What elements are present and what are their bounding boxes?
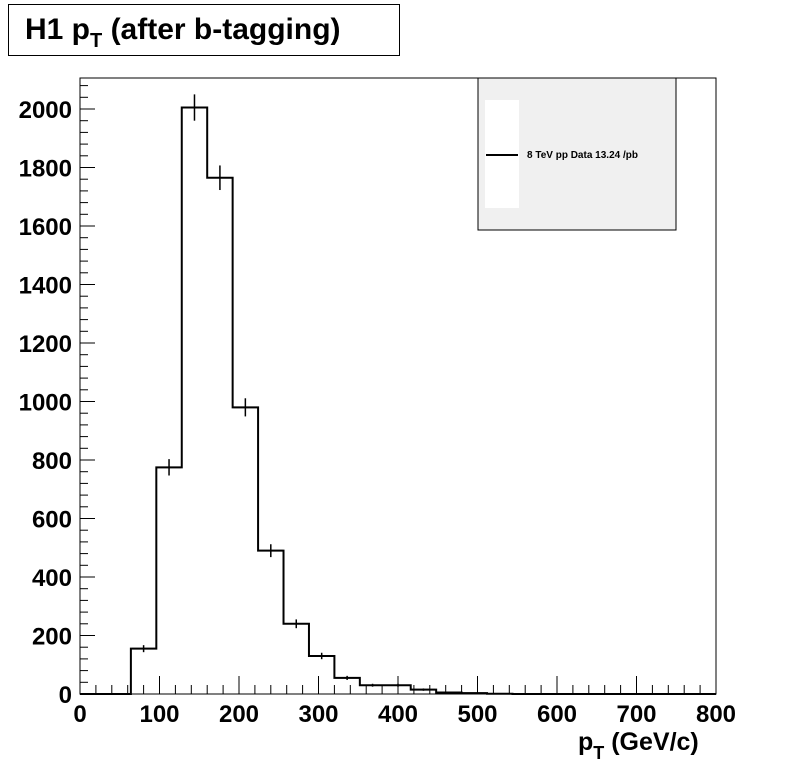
error-bar	[360, 683, 385, 687]
error-bar	[284, 619, 309, 629]
x-axis-title-rest: (GeV/c)	[604, 728, 698, 756]
error-bar	[487, 692, 512, 695]
x-axis-title-subscript: T	[593, 743, 604, 763]
y-tick-label: 400	[32, 565, 72, 592]
histogram-step-line	[80, 106, 716, 695]
chart-title: H1 pT (after b-tagging)	[8, 4, 400, 56]
x-tick-label: 700	[616, 701, 656, 728]
error-bar	[157, 459, 182, 476]
y-tick-label: 1200	[19, 331, 72, 358]
x-tick-label: 400	[378, 701, 418, 728]
y-tick-label: 1800	[19, 156, 72, 183]
error-bar	[386, 683, 410, 687]
error-bar	[309, 652, 334, 660]
y-tick-labels: 0 200 400 600 800 1000 1200 1400 1600 1800 2000	[19, 97, 72, 709]
error-bar	[131, 645, 156, 653]
y-tick-label: 600	[32, 507, 72, 534]
y-tick-label: 0	[59, 682, 72, 709]
error-bar	[462, 692, 487, 694]
legend: 8 TeV pp Data 13.24 /pb	[477, 77, 677, 231]
error-bar	[233, 398, 258, 417]
legend-label: 8 TeV pp Data 13.24 /pb	[527, 150, 638, 161]
y-minor-ticks	[80, 85, 95, 695]
histogram-series	[80, 106, 716, 695]
error-bar	[207, 165, 232, 191]
x-tick-labels: 0 100 200 300 400 500 600 700 800	[73, 701, 736, 728]
chart-title-rest: (after b-tagging)	[102, 13, 341, 46]
error-bar	[258, 544, 283, 558]
chart-title-main: H1 p	[25, 13, 91, 46]
y-tick-label: 200	[32, 624, 72, 651]
x-axis-title-main: p	[578, 728, 593, 756]
y-tick-label: 1000	[19, 390, 72, 417]
error-bar	[182, 94, 207, 121]
error-bar	[436, 691, 461, 694]
x-tick-label: 800	[696, 701, 736, 728]
chart-title-subscript: T	[90, 30, 103, 52]
error-bar	[335, 675, 360, 680]
y-tick-label: 800	[32, 448, 72, 475]
x-tick-label: 200	[219, 701, 259, 728]
x-tick-label: 600	[537, 701, 577, 728]
y-tick-label: 1400	[19, 273, 72, 300]
y-tick-label: 2000	[19, 97, 72, 124]
error-bar	[411, 688, 436, 691]
x-axis-title: pT (GeV/c)	[578, 728, 699, 763]
error-bars	[131, 94, 512, 695]
y-tick-label: 1600	[19, 214, 72, 241]
x-tick-label: 300	[298, 701, 338, 728]
x-tick-label: 100	[139, 701, 179, 728]
x-minor-ticks	[79, 676, 717, 694]
x-tick-label: 500	[457, 701, 497, 728]
x-tick-label: 0	[73, 701, 86, 728]
